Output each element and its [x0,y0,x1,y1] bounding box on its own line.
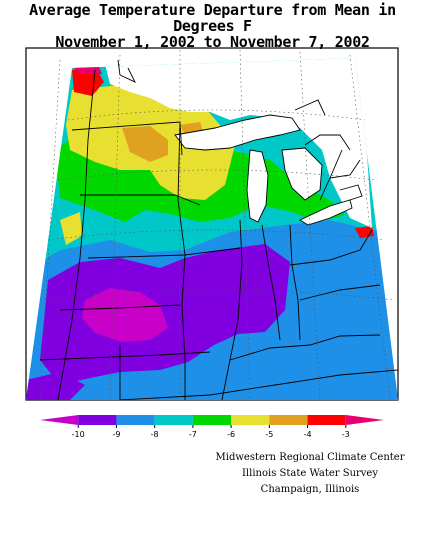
credit-line-3: Champaign, Illinois [260,484,360,495]
legend-bin [345,415,384,425]
legend-bin [269,415,308,425]
color-legend: -10 -9 -8 -7 -6 -5 -4 -3 [40,415,384,439]
temperature-departure-map [25,47,399,401]
field-region-n10-core [40,244,290,385]
legend-bin [78,415,117,425]
legend-bin [116,415,155,425]
legend-bin [40,415,79,425]
legend-tick-label: -4 [304,430,312,439]
legend-tick-label: -8 [151,430,159,439]
credits: Midwestern Regional Climate Center Illin… [200,450,420,498]
legend-bin [192,415,232,425]
graticule [39,49,396,401]
legend-tick-label: -7 [189,430,197,439]
title-line-1: Average Temperature Departure from Mean … [29,1,396,35]
legend-bin [307,415,346,425]
field-region-below-10 [82,288,168,342]
legend-tick-label: -5 [265,430,273,439]
legend-tick-label: -9 [112,430,120,439]
lake-erie [300,200,352,225]
field-region-n4 [72,68,104,96]
lake-michigan [247,150,268,222]
legend-bin [154,415,193,425]
map-title: Average Temperature Departure from Mean … [0,2,425,50]
field-region-n6-west [60,212,82,245]
coastlines [117,59,363,226]
title-line-2: November 1, 2002 to November 7, 2002 [55,33,370,51]
legend-tick-label: -6 [227,430,235,439]
legend-bin [231,415,270,425]
credit-line-2: Illinois State Water Survey [241,468,378,479]
canada-no-data [104,58,372,228]
field-region-n5 [122,126,168,162]
legend-tick-label: -3 [342,430,350,439]
lake-superior [175,115,300,150]
credit-line-1: Midwestern Regional Climate Center [215,452,405,463]
field-region-n10-south [26,372,85,400]
legend-tick-label: -10 [72,430,85,439]
